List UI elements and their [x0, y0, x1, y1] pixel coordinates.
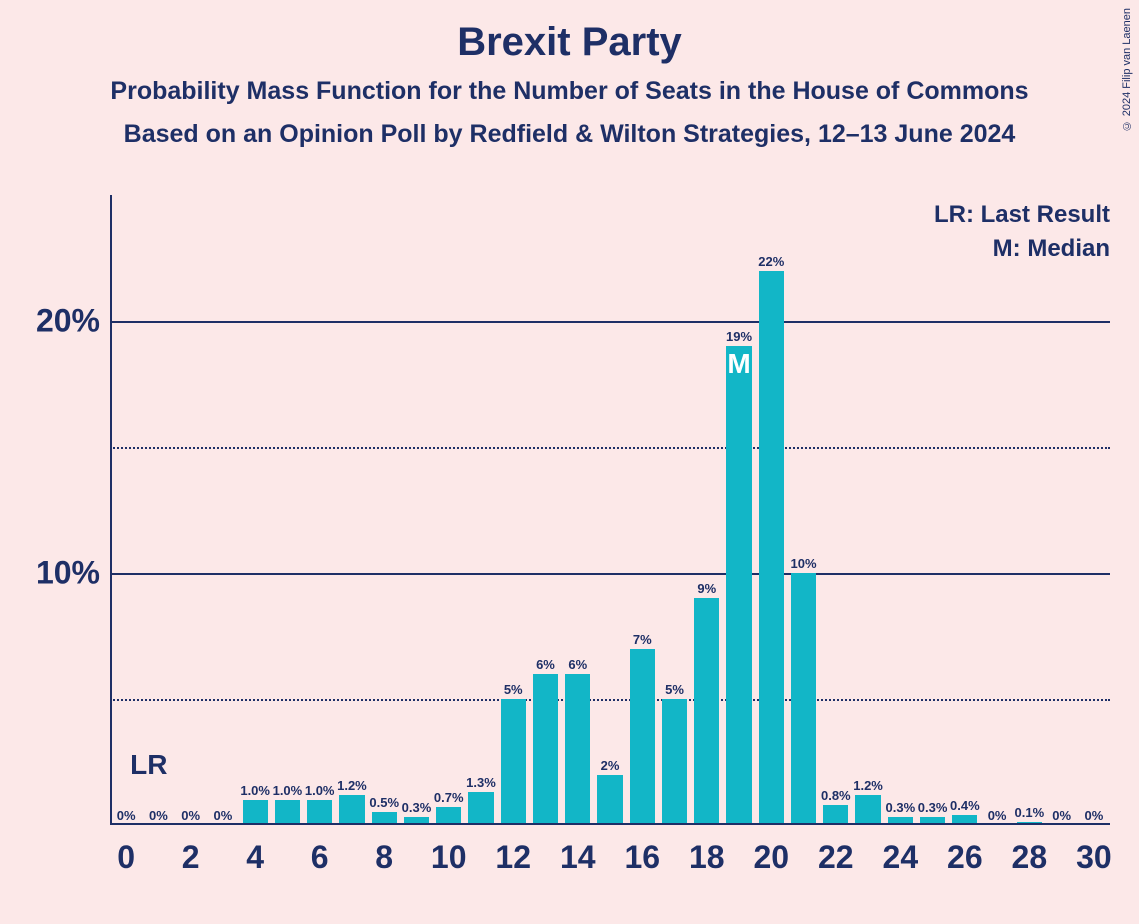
- y-axis-tick: 10%: [36, 555, 100, 592]
- copyright-text: © 2024 Filip van Laenen: [1121, 8, 1133, 131]
- x-axis-tick: 16: [624, 839, 660, 876]
- bar-value-label: 7%: [633, 632, 652, 647]
- bar: 9%: [694, 598, 719, 825]
- x-axis-tick: 4: [246, 839, 264, 876]
- bar: 6%: [565, 674, 590, 825]
- bar-value-label: 5%: [665, 682, 684, 697]
- chart-subtitle-1: Probability Mass Function for the Number…: [0, 77, 1139, 106]
- bar: 1.0%: [275, 800, 300, 825]
- grid-major: [110, 321, 1110, 323]
- x-axis-tick: 30: [1076, 839, 1112, 876]
- bar: 22%: [759, 271, 784, 825]
- grid-minor: [110, 447, 1110, 449]
- x-axis-tick: 10: [431, 839, 467, 876]
- x-axis-tick: 12: [495, 839, 531, 876]
- chart-subtitle-2: Based on an Opinion Poll by Redfield & W…: [0, 120, 1139, 149]
- x-axis-tick: 8: [375, 839, 393, 876]
- bar: 1.0%: [243, 800, 268, 825]
- bar-value-label: 0%: [1084, 808, 1103, 823]
- bar-value-label: 0.7%: [434, 790, 464, 805]
- bar: 2%: [597, 775, 622, 825]
- bar: 6%: [533, 674, 558, 825]
- y-axis-tick: 20%: [36, 303, 100, 340]
- x-axis-tick: 28: [1012, 839, 1048, 876]
- bar: 1.0%: [307, 800, 332, 825]
- x-axis-tick: 14: [560, 839, 596, 876]
- bar-value-label: 0.3%: [918, 800, 948, 815]
- x-axis-tick: 2: [182, 839, 200, 876]
- x-axis-tick: 20: [753, 839, 789, 876]
- bar-value-label: 1.0%: [305, 783, 335, 798]
- median-marker: M: [727, 348, 750, 380]
- bar-value-label: 1.3%: [466, 775, 496, 790]
- bar-value-label: 0.4%: [950, 798, 980, 813]
- bar-value-label: 22%: [758, 254, 784, 269]
- bar-value-label: 0.1%: [1015, 805, 1045, 820]
- bar: 5%: [501, 699, 526, 825]
- x-axis-tick: 0: [117, 839, 135, 876]
- x-axis-tick: 26: [947, 839, 983, 876]
- bar-value-label: 10%: [791, 556, 817, 571]
- y-axis: [110, 195, 112, 825]
- bar-value-label: 0%: [117, 808, 136, 823]
- bar-value-label: 1.2%: [853, 778, 883, 793]
- chart-title: Brexit Party: [0, 0, 1139, 65]
- bar-value-label: 5%: [504, 682, 523, 697]
- bar-value-label: 0.3%: [402, 800, 432, 815]
- x-axis-tick: 22: [818, 839, 854, 876]
- bar-value-label: 0.8%: [821, 788, 851, 803]
- bar-value-label: 0.3%: [885, 800, 915, 815]
- x-axis-tick: 18: [689, 839, 725, 876]
- bar-value-label: 6%: [568, 657, 587, 672]
- bar-value-label: 0%: [149, 808, 168, 823]
- bar: 7%: [630, 649, 655, 825]
- bar-value-label: 9%: [697, 581, 716, 596]
- bar-value-label: 0%: [988, 808, 1007, 823]
- bar: 0.8%: [823, 805, 848, 825]
- bar-value-label: 0%: [213, 808, 232, 823]
- bar-value-label: 0%: [181, 808, 200, 823]
- bar: 1.2%: [855, 795, 880, 825]
- bar: 19%M: [726, 346, 751, 825]
- bar-value-label: 0%: [1052, 808, 1071, 823]
- bar-value-label: 1.0%: [273, 783, 303, 798]
- bar-value-label: 6%: [536, 657, 555, 672]
- chart-plot-area: LR: Last Result M: Median 10%20%0%0%0%0%…: [110, 195, 1110, 825]
- plot-region: 10%20%0%0%0%0%1.0%1.0%1.0%1.2%0.5%0.3%0.…: [110, 195, 1110, 825]
- last-result-marker: LR: [130, 749, 167, 781]
- bar-value-label: 0.5%: [369, 795, 399, 810]
- x-axis-tick: 6: [311, 839, 329, 876]
- bar-value-label: 19%: [726, 329, 752, 344]
- bar-value-label: 1.0%: [240, 783, 270, 798]
- grid-minor: [110, 699, 1110, 701]
- bar: 5%: [662, 699, 687, 825]
- bar: 10%: [791, 573, 816, 825]
- x-axis: [110, 823, 1110, 825]
- bar-value-label: 2%: [601, 758, 620, 773]
- bar-value-label: 1.2%: [337, 778, 367, 793]
- x-axis-tick: 24: [883, 839, 919, 876]
- bar: 1.3%: [468, 792, 493, 825]
- grid-major: [110, 573, 1110, 575]
- bar: 1.2%: [339, 795, 364, 825]
